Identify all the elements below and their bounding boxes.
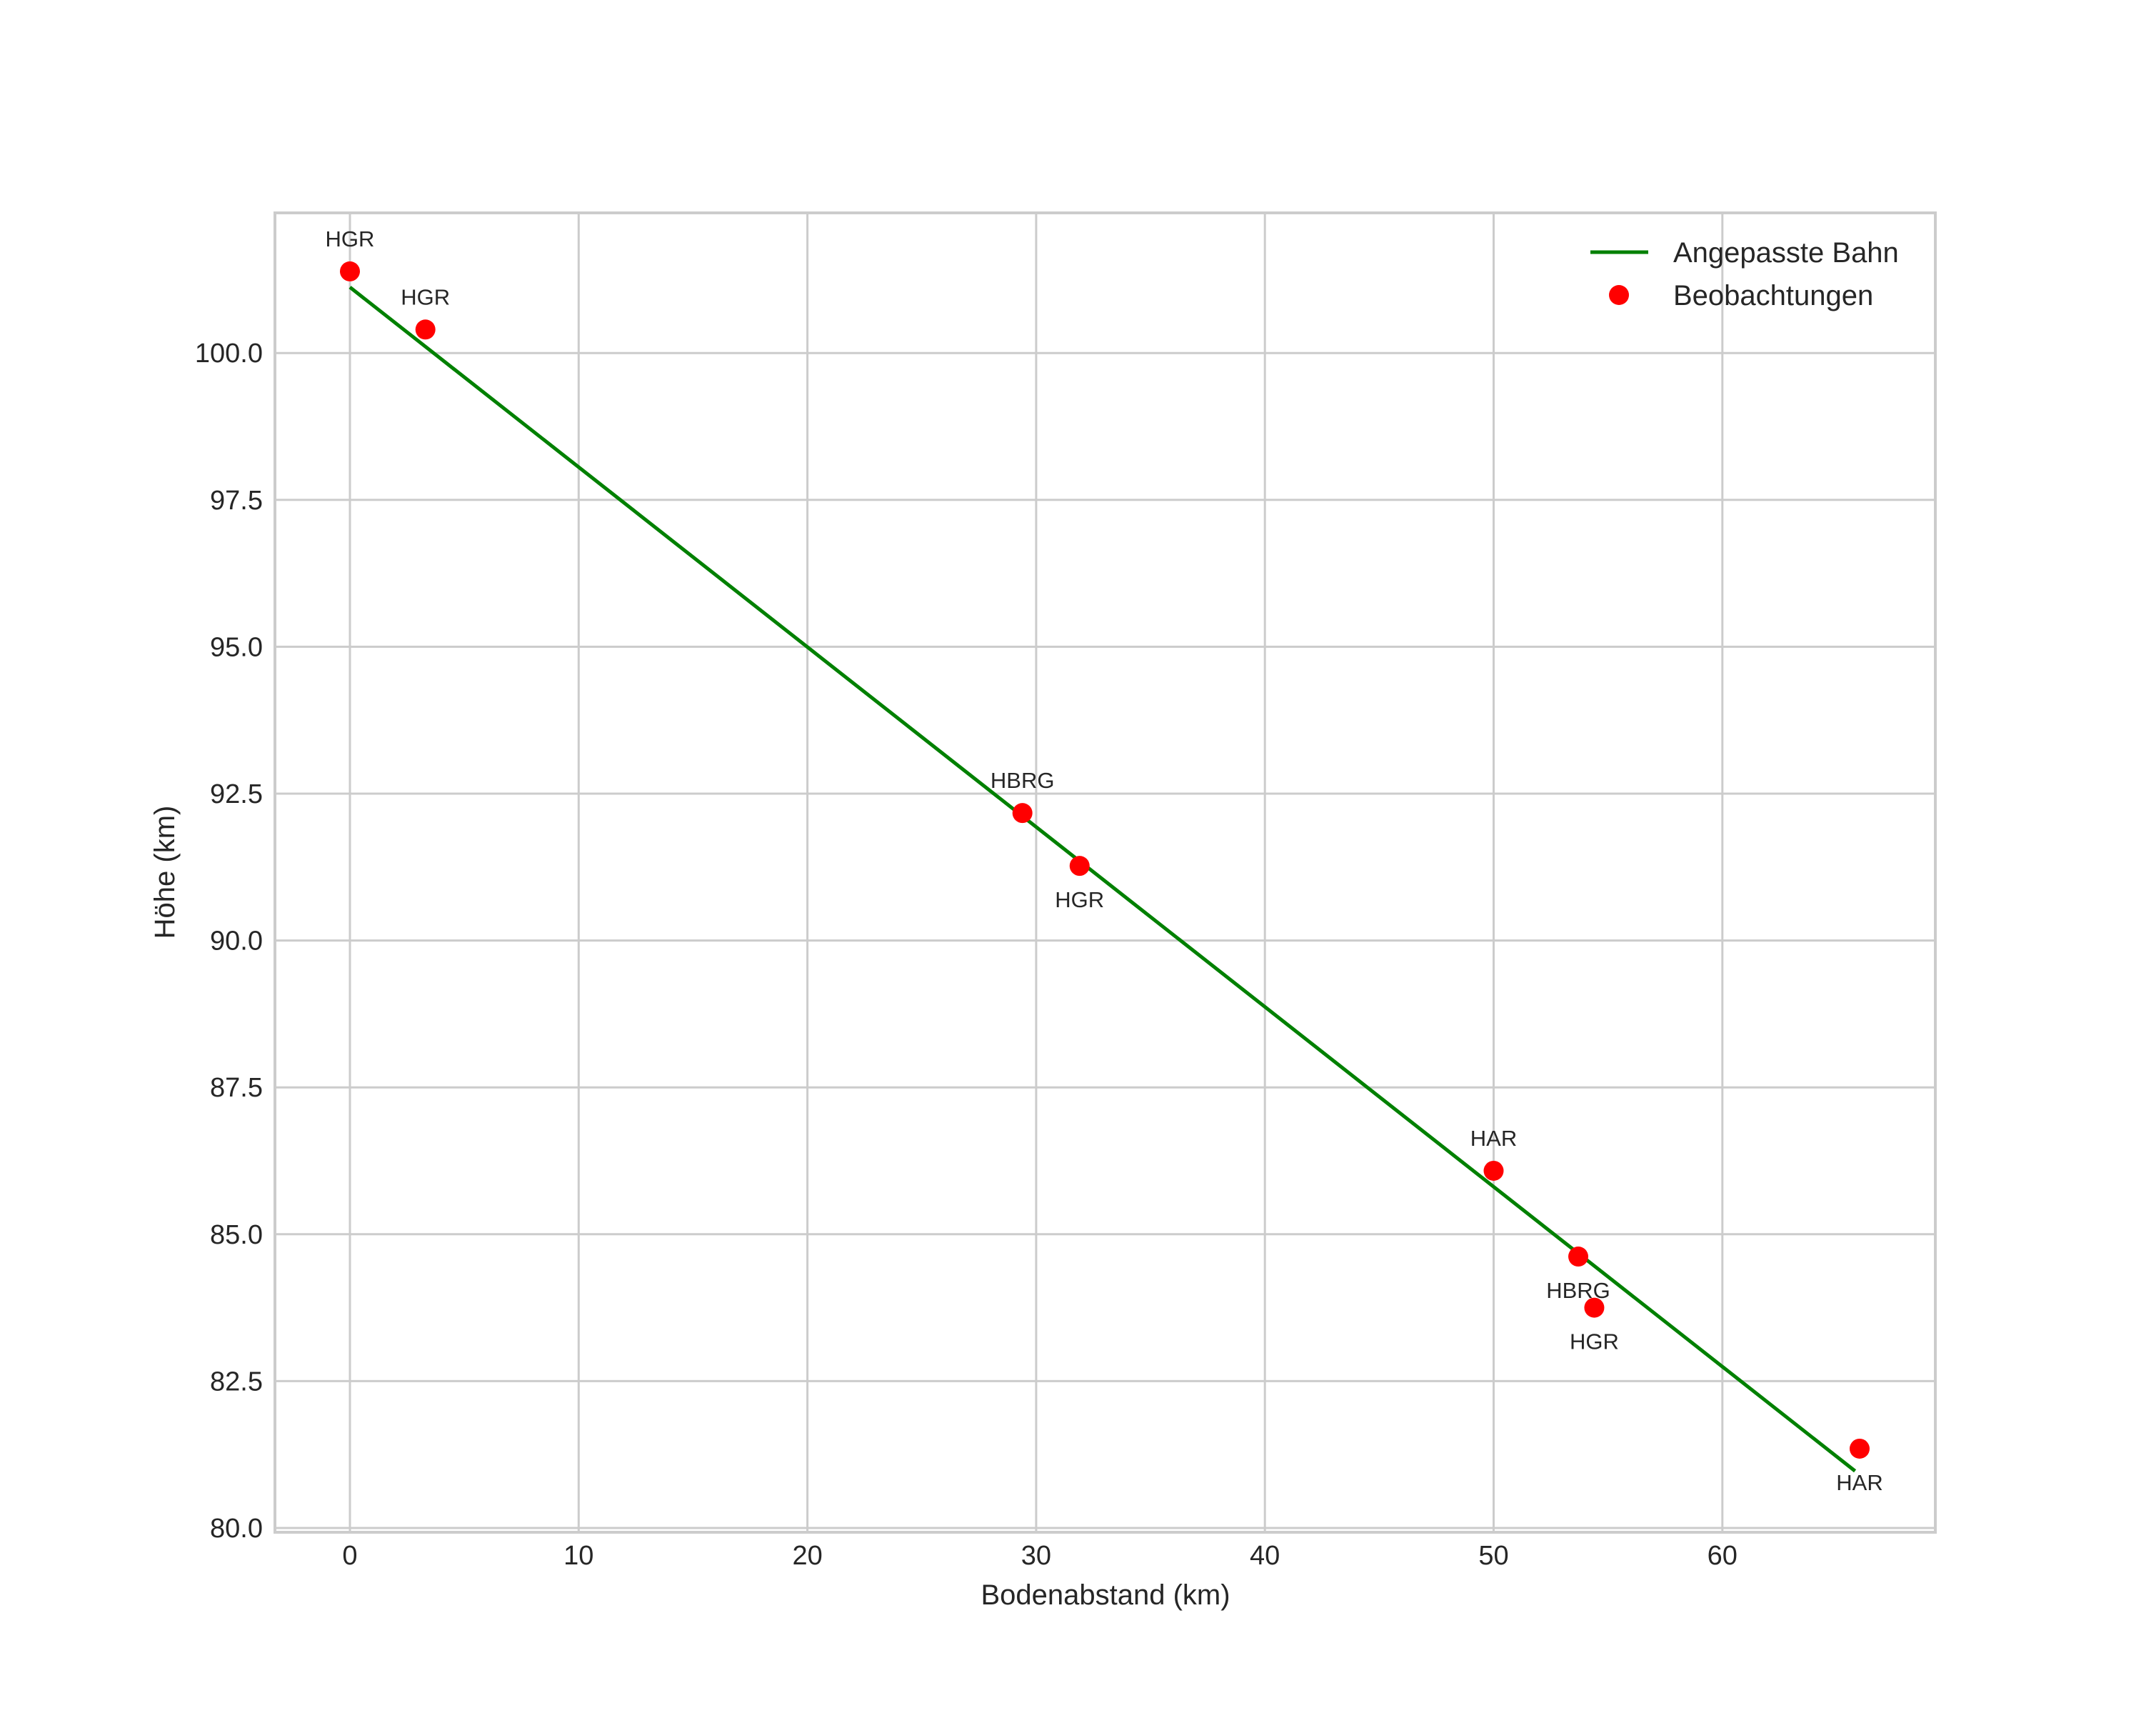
observation-point [1849,1438,1870,1459]
observation-point [1012,803,1033,824]
station-label: HBRG [1546,1278,1610,1303]
y-axis-ticks: 80.0 82.5 85.0 87.5 90.0 92.5 95.0 97.5 100.0 [195,339,263,1544]
observation-point [340,261,360,281]
y-tick-label: 97.5 [210,486,263,516]
y-tick-label: 90.0 [210,927,263,957]
legend: Angepasste Bahn Beobachtungen [1590,237,1899,311]
x-tick-label: 50 [1478,1541,1508,1571]
station-label: HGR [401,284,450,309]
grid-lines [275,213,1935,1532]
x-tick-label: 30 [1021,1541,1051,1571]
y-tick-label: 95.0 [210,632,263,662]
y-tick-label: 85.0 [210,1220,263,1250]
x-tick-label: 10 [563,1541,593,1571]
observation-points: HGR HGR HBRG HGR HAR HBRG HGR HAR [326,226,1883,1495]
x-axis-ticks: 0 10 20 30 40 50 60 [342,1541,1738,1571]
legend-dot-icon [1609,285,1629,305]
plot-frame [274,211,1937,1534]
station-label: HAR [1836,1470,1882,1495]
y-axis-label: Höhe (km) [149,806,181,939]
y-tick-label: 87.5 [210,1073,263,1103]
observation-point [1568,1247,1589,1267]
y-tick-label: 92.5 [210,779,263,809]
station-label: HGR [1055,887,1104,912]
station-label: HAR [1470,1126,1517,1151]
x-tick-label: 0 [342,1541,357,1571]
x-tick-label: 20 [792,1541,822,1571]
fit-line [349,286,1857,1473]
x-axis-label: Bodenabstand (km) [981,1579,1230,1611]
legend-label-observations: Beobachtungen [1673,280,1873,311]
y-tick-label: 82.5 [210,1367,263,1397]
fitted-trajectory-line [349,286,1857,1473]
observation-point [1069,856,1090,877]
observation-point [415,319,436,340]
x-tick-label: 40 [1250,1541,1280,1571]
station-label: HBRG [991,768,1055,793]
y-tick-label: 80.0 [210,1514,263,1544]
observation-point [1584,1297,1605,1318]
x-tick-label: 60 [1708,1541,1738,1571]
legend-label-fitted: Angepasste Bahn [1673,237,1899,269]
observation-point [1483,1160,1504,1181]
station-label: HGR [1570,1329,1619,1354]
station-label: HGR [326,226,375,251]
y-tick-label: 100.0 [195,339,263,369]
